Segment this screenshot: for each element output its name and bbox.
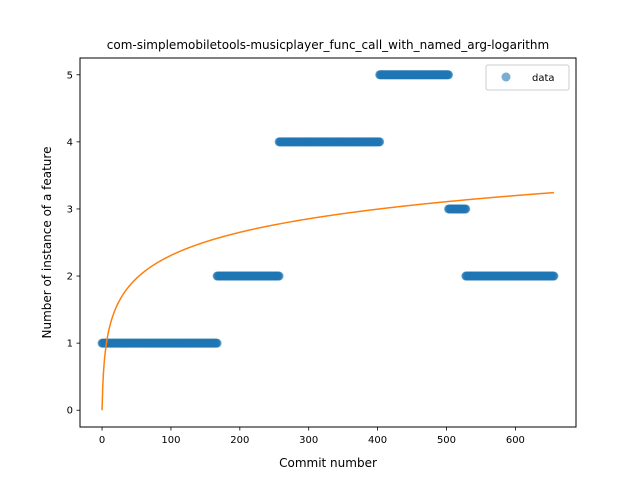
y-tick-label: 1 xyxy=(67,339,73,350)
y-tick-label: 3 xyxy=(67,204,73,215)
y-tick-label: 0 xyxy=(67,406,73,417)
data-point xyxy=(549,271,559,281)
data-point xyxy=(375,137,385,147)
x-axis-label: Commit number xyxy=(279,456,377,470)
x-tick-label: 200 xyxy=(230,435,249,446)
y-tick-label: 5 xyxy=(67,70,73,81)
x-tick-label: 600 xyxy=(506,435,525,446)
x-tick-label: 0 xyxy=(99,435,105,446)
axis-ticks: 0 100 200 300 400 500 600 0 1 2 3 4 5 xyxy=(67,70,525,446)
x-tick-label: 100 xyxy=(161,435,180,446)
y-tick-label: 4 xyxy=(67,137,73,148)
legend-box xyxy=(485,64,570,91)
x-tick-label: 400 xyxy=(368,435,387,446)
y-axis-label: Number of instance of a feature xyxy=(40,147,54,339)
data-point xyxy=(444,70,454,80)
y-tick-label: 2 xyxy=(67,272,73,283)
data-point xyxy=(461,204,471,214)
fit-line xyxy=(101,191,555,411)
legend: data xyxy=(485,64,570,91)
x-tick-label: 300 xyxy=(299,435,318,446)
data-point xyxy=(212,338,222,348)
data-point xyxy=(274,271,284,281)
axes-frame xyxy=(79,57,577,428)
chart-title: com-simplemobiletools-musicplayer_func_c… xyxy=(107,38,549,52)
legend-marker-data xyxy=(501,72,511,82)
legend-label-data: data xyxy=(532,73,555,84)
x-tick-label: 500 xyxy=(437,435,456,446)
plot-area xyxy=(97,70,559,411)
